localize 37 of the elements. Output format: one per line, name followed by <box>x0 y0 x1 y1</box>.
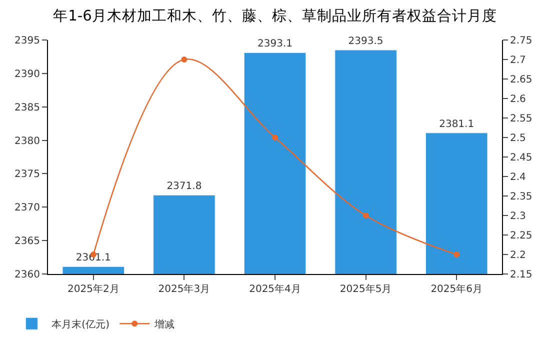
legend-label: 增减 <box>154 318 175 330</box>
y-tick-label: 2395 <box>14 36 40 46</box>
point <box>362 212 369 218</box>
y2-tick-label: 2.4 <box>510 172 526 183</box>
y-tick-label: 2360 <box>14 270 40 280</box>
y2-tick-label: 2.7 <box>510 55 526 66</box>
legend-label: 本月末(亿元) <box>52 318 110 330</box>
x-tick-label: 2025年3月 <box>158 283 210 295</box>
chart-title: 年1-6月木材加工和木、竹、藤、棕、草制品业所有者权益合计月度 <box>53 8 497 25</box>
y-tick-label: 2370 <box>14 202 40 214</box>
data-label: 2381.1 <box>439 118 474 130</box>
y2-tick-label: 2.25 <box>510 230 532 242</box>
data-label: 2371.8 <box>166 181 202 192</box>
y-tick-label: 2390 <box>14 68 40 80</box>
y2-tick-label: 2.65 <box>510 74 532 86</box>
y2-tick-label: 2.6 <box>510 94 526 105</box>
point <box>454 252 460 258</box>
point <box>272 134 278 140</box>
y2-tick-label: 2.2 <box>510 250 526 261</box>
y-tick-label: 2365 <box>14 236 40 248</box>
data-label: 2393.5 <box>348 36 384 48</box>
point <box>181 56 188 62</box>
y2-tick-label: 2.5 <box>510 133 526 144</box>
y2-tick-label: 2.55 <box>510 114 532 124</box>
y-tick-label: 2385 <box>14 102 40 114</box>
x-tick-label: 2025年4月 <box>249 283 301 295</box>
y2-tick-label: 2.3 <box>510 211 526 222</box>
x-tick-label: 2025年5月 <box>340 283 392 295</box>
y-tick-label: 2375 <box>14 169 40 180</box>
y2-tick-label: 2.35 <box>510 192 532 202</box>
y-tick-label: 2380 <box>14 136 40 147</box>
y2-tick-label: 2.75 <box>510 36 532 46</box>
x-tick-label: 2025年2月 <box>67 283 120 295</box>
y2-tick-label: 2.45 <box>510 152 532 164</box>
y2-tick-label: 2.15 <box>510 270 532 280</box>
data-label: 2393.1 <box>258 38 292 50</box>
x-tick-label: 2025年6月 <box>430 283 483 295</box>
